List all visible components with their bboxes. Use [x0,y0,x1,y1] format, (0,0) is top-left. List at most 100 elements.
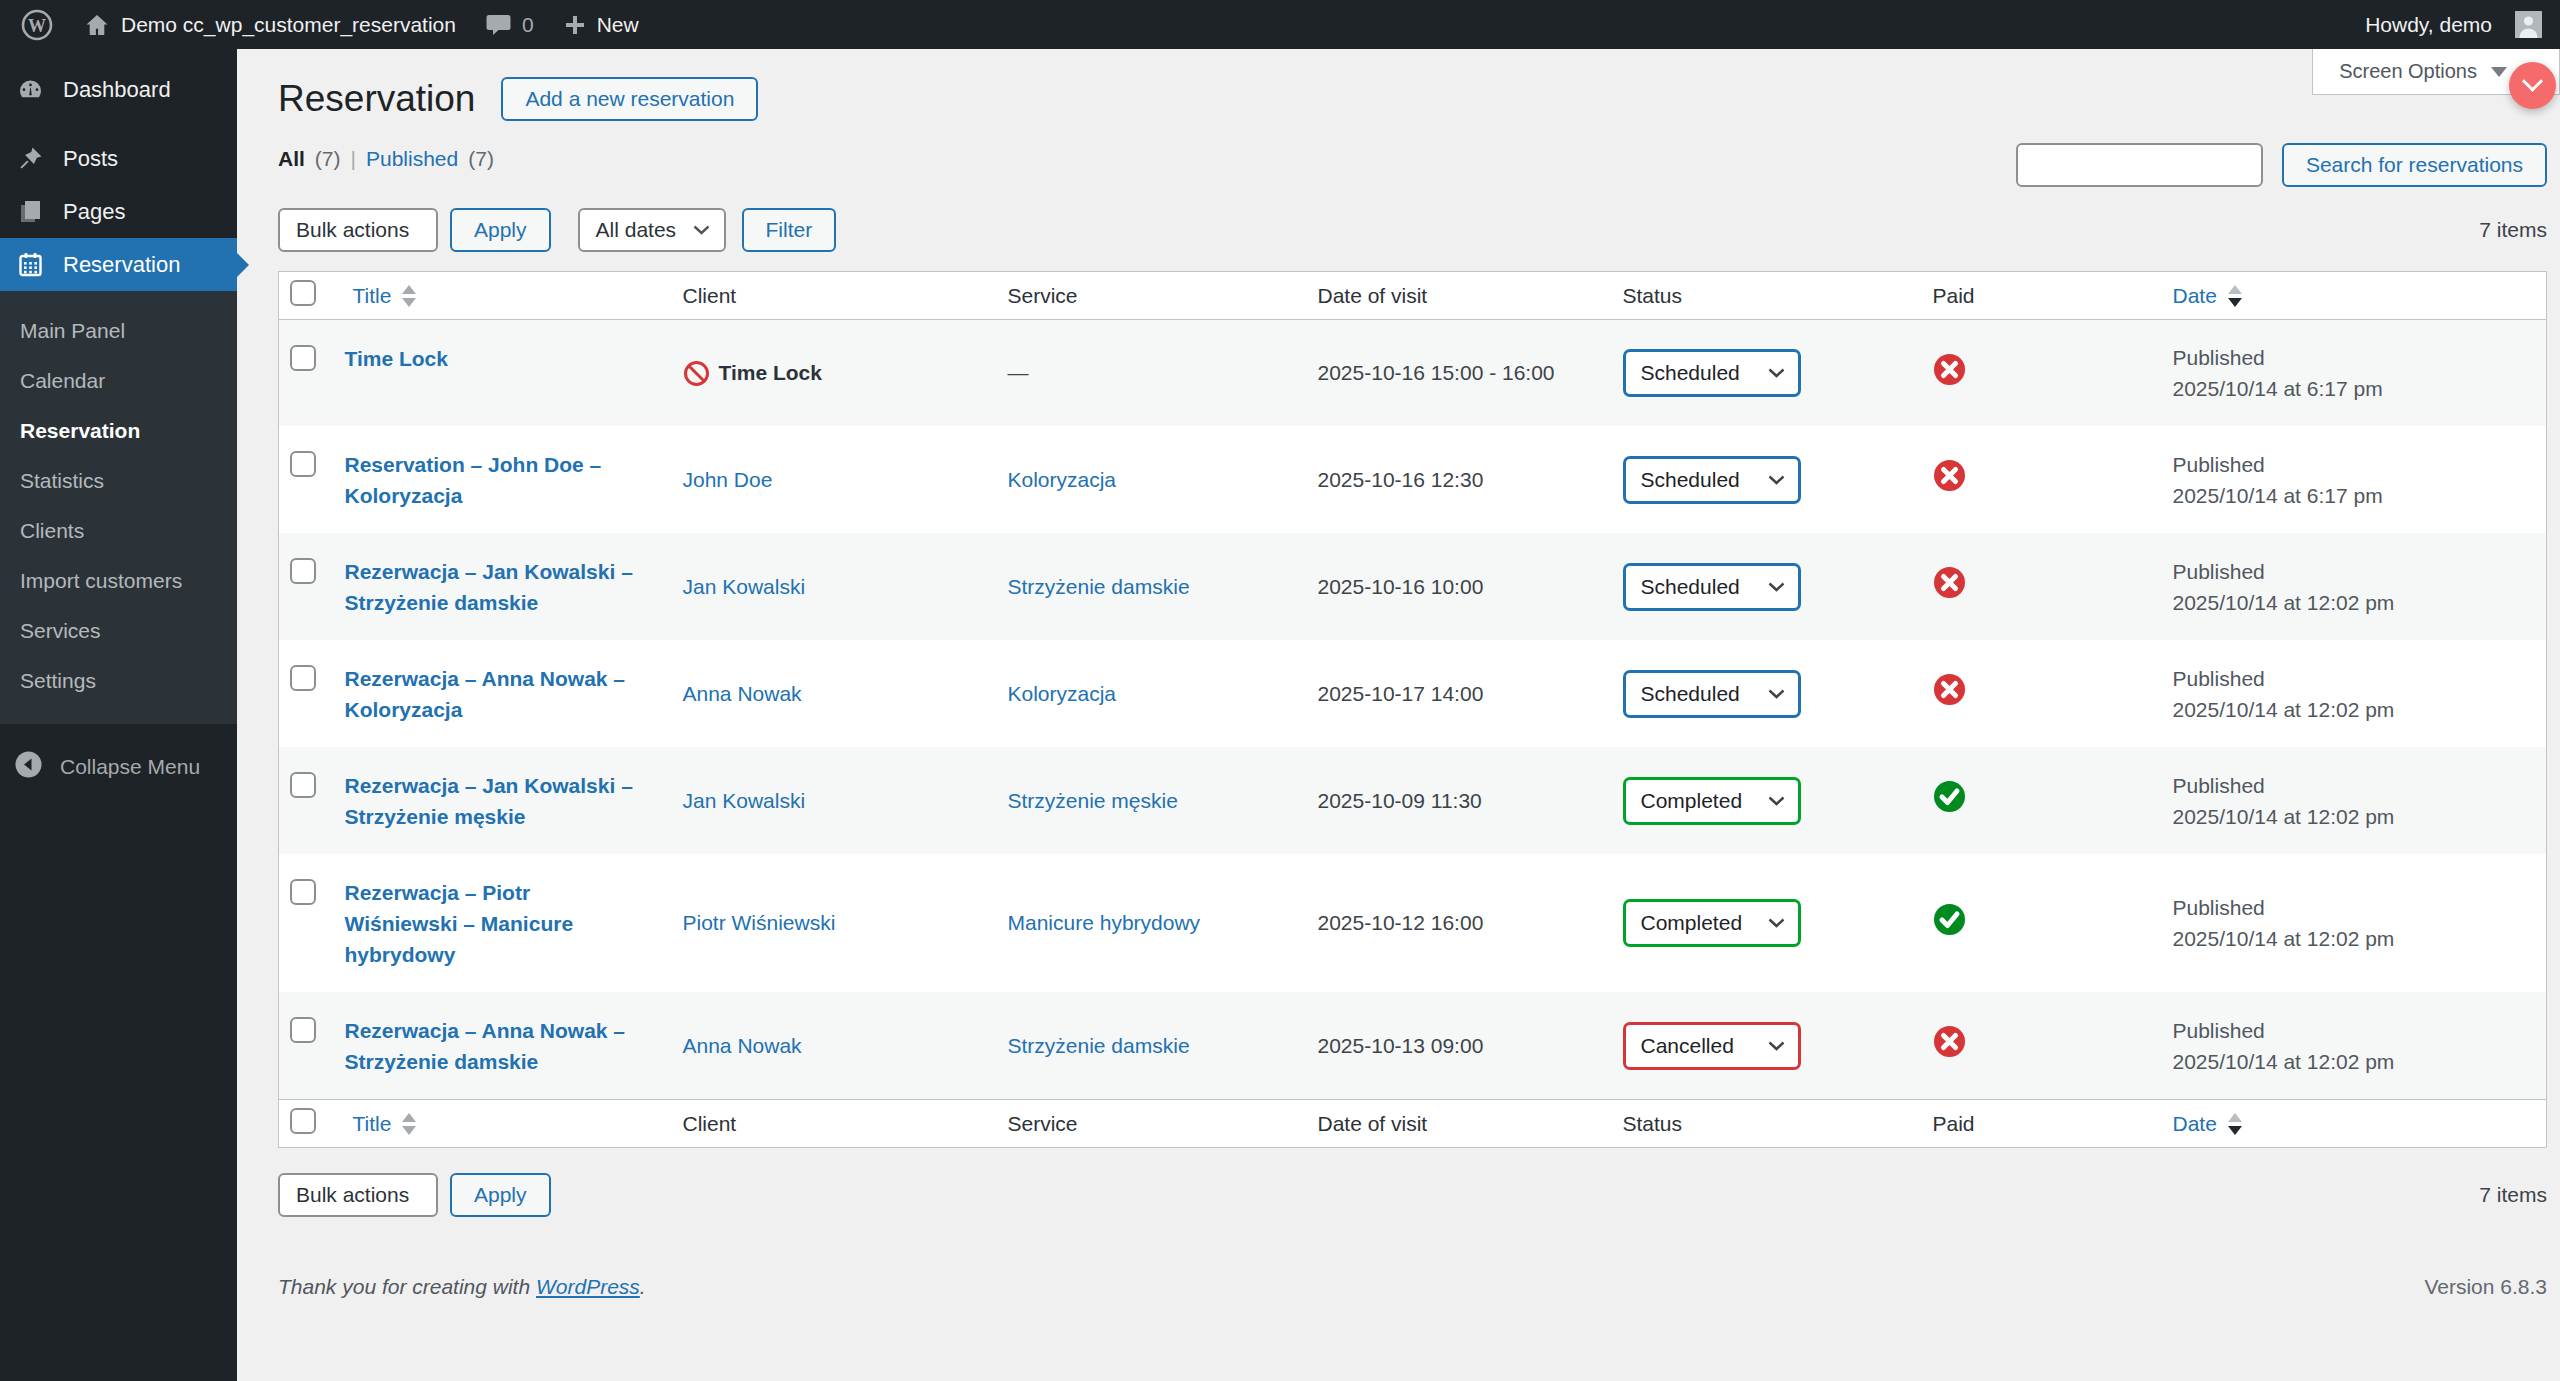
select-all-checkbox[interactable] [290,1108,316,1134]
paid-no-icon [1933,1025,1966,1058]
paid-no-icon [1933,459,1966,492]
account-menu[interactable]: Howdy, demo [2365,11,2542,38]
service-link[interactable]: Koloryzacja [1008,468,1117,491]
sidebar-item-pages[interactable]: Pages [0,185,237,238]
svg-text:W: W [28,15,46,35]
date-of-visit: 2025-10-17 14:00 [1302,640,1607,747]
collapse-menu-button[interactable]: Collapse Menu [0,738,237,796]
sort-arrows-icon [2228,285,2242,307]
reservation-title-link[interactable]: Rezerwacja – Jan Kowalski – Strzyżenie m… [345,774,633,828]
client-link[interactable]: Anna Nowak [683,682,802,705]
service-link[interactable]: Koloryzacja [1008,682,1117,705]
floating-chevron-button[interactable] [2509,62,2556,109]
sidebar-item-dashboard[interactable]: Dashboard [0,63,237,116]
row-checkbox[interactable] [290,451,316,477]
status-select[interactable]: Scheduled [1623,563,1801,611]
new-content-link[interactable]: New [564,13,639,37]
submenu-services[interactable]: Services [0,606,237,656]
sort-by-date[interactable]: Date [2173,284,2242,308]
status-select[interactable]: Scheduled [1623,349,1801,397]
service-link[interactable]: Strzyżenie męskie [1008,789,1178,812]
table-header-row: Title Client Service Date of visit Statu… [279,272,2547,320]
table-footer-row: Title Client Service Date of visit Statu… [279,1100,2547,1148]
site-name-link[interactable]: Demo cc_wp_customer_reservation [84,12,456,38]
comments-count: 0 [522,13,534,37]
client-link[interactable]: Jan Kowalski [683,789,806,812]
chevron-down-icon [1768,582,1785,592]
sort-by-title[interactable]: Title [353,284,417,308]
service-link[interactable]: Strzyżenie damskie [1008,575,1190,598]
table-row: Time Lock Time Lock — 2025-10-16 15:00 -… [279,320,2547,427]
client-link[interactable]: Anna Nowak [683,1034,802,1057]
submenu-main-panel[interactable]: Main Panel [0,306,237,356]
reservation-title-link[interactable]: Rezerwacja – Jan Kowalski – Strzyżenie d… [345,560,633,614]
search-reservations-button[interactable]: Search for reservations [2282,143,2547,187]
view-all-link[interactable]: All [278,147,305,171]
sidebar-item-posts[interactable]: Posts [0,132,237,185]
collapse-arrow-icon [14,750,43,784]
reservation-title-link[interactable]: Rezerwacja – Anna Nowak – Koloryzacja [345,667,626,721]
admin-sidebar: Dashboard Posts Pages Reservation Main P… [0,49,237,1381]
dashboard-icon [17,76,44,103]
sidebar-item-reservation[interactable]: Reservation [0,238,237,291]
client-time-lock: Time Lock [683,358,982,388]
row-checkbox[interactable] [290,558,316,584]
reservation-title-link[interactable]: Rezerwacja – Piotr Wiśniewski – Manicure… [345,881,574,966]
submenu-reservation[interactable]: Reservation [0,406,237,456]
service-link[interactable]: Strzyżenie damskie [1008,1034,1190,1057]
plus-icon [564,14,586,36]
dates-filter-select[interactable]: All dates [578,208,726,252]
row-checkbox[interactable] [290,772,316,798]
comments-link[interactable]: 0 [486,13,534,37]
status-select[interactable]: Scheduled [1623,456,1801,504]
view-published-link[interactable]: Published [366,147,458,171]
table-row: Rezerwacja – Jan Kowalski – Strzyżenie d… [279,533,2547,640]
row-checkbox[interactable] [290,1017,316,1043]
published-status: Published [2173,449,2537,480]
status-select[interactable]: Completed [1623,899,1801,947]
row-checkbox[interactable] [290,665,316,691]
date-of-visit: 2025-10-16 12:30 [1302,426,1607,533]
submenu-statistics[interactable]: Statistics [0,456,237,506]
sort-arrows-icon [402,1113,416,1135]
items-count: 7 items [2479,1183,2547,1207]
date-of-visit: 2025-10-16 10:00 [1302,533,1607,640]
client-link[interactable]: Piotr Wiśniewski [683,911,836,934]
status-select[interactable]: Completed [1623,777,1801,825]
wordpress-logo-icon[interactable]: W [20,8,54,42]
service-link[interactable]: Manicure hybrydowy [1008,911,1201,934]
submenu-calendar[interactable]: Calendar [0,356,237,406]
status-select[interactable]: Cancelled [1623,1022,1801,1070]
reservation-submenu: Main Panel Calendar Reservation Statisti… [0,291,237,724]
search-input[interactable] [2016,143,2263,187]
main-content: Screen Options Search for reservations R… [237,49,2560,1381]
status-select[interactable]: Scheduled [1623,670,1801,718]
filter-button[interactable]: Filter [742,208,837,252]
reservation-title-link[interactable]: Rezerwacja – Anna Nowak – Strzyżenie dam… [345,1019,626,1073]
apply-button[interactable]: Apply [450,1173,551,1217]
client-link[interactable]: Jan Kowalski [683,575,806,598]
published-status: Published [2173,663,2537,694]
sort-by-title[interactable]: Title [353,1112,417,1136]
bulk-actions-select[interactable]: Bulk actions [278,1173,438,1217]
select-all-checkbox[interactable] [290,280,316,306]
published-date: 2025/10/14 at 12:02 pm [2173,1046,2537,1077]
row-checkbox[interactable] [290,345,316,371]
row-checkbox[interactable] [290,879,316,905]
add-new-reservation-button[interactable]: Add a new reservation [501,77,758,121]
submenu-import-customers[interactable]: Import customers [0,556,237,606]
reservation-title-link[interactable]: Time Lock [345,347,448,370]
client-link[interactable]: John Doe [683,468,773,491]
column-service: Service [992,272,1302,320]
apply-button[interactable]: Apply [450,208,551,252]
wordpress-link[interactable]: WordPress [536,1275,640,1298]
reservation-title-link[interactable]: Reservation – John Doe – Koloryzacja [345,453,602,507]
column-paid: Paid [1917,272,2157,320]
submenu-settings[interactable]: Settings [0,656,237,706]
footer-thanks: Thank you for creating with WordPress. [278,1275,646,1299]
service-empty: — [992,320,1302,427]
sort-by-date[interactable]: Date [2173,1112,2242,1136]
bulk-actions-select[interactable]: Bulk actions [278,208,438,252]
submenu-clients[interactable]: Clients [0,506,237,556]
comment-icon [486,13,511,37]
